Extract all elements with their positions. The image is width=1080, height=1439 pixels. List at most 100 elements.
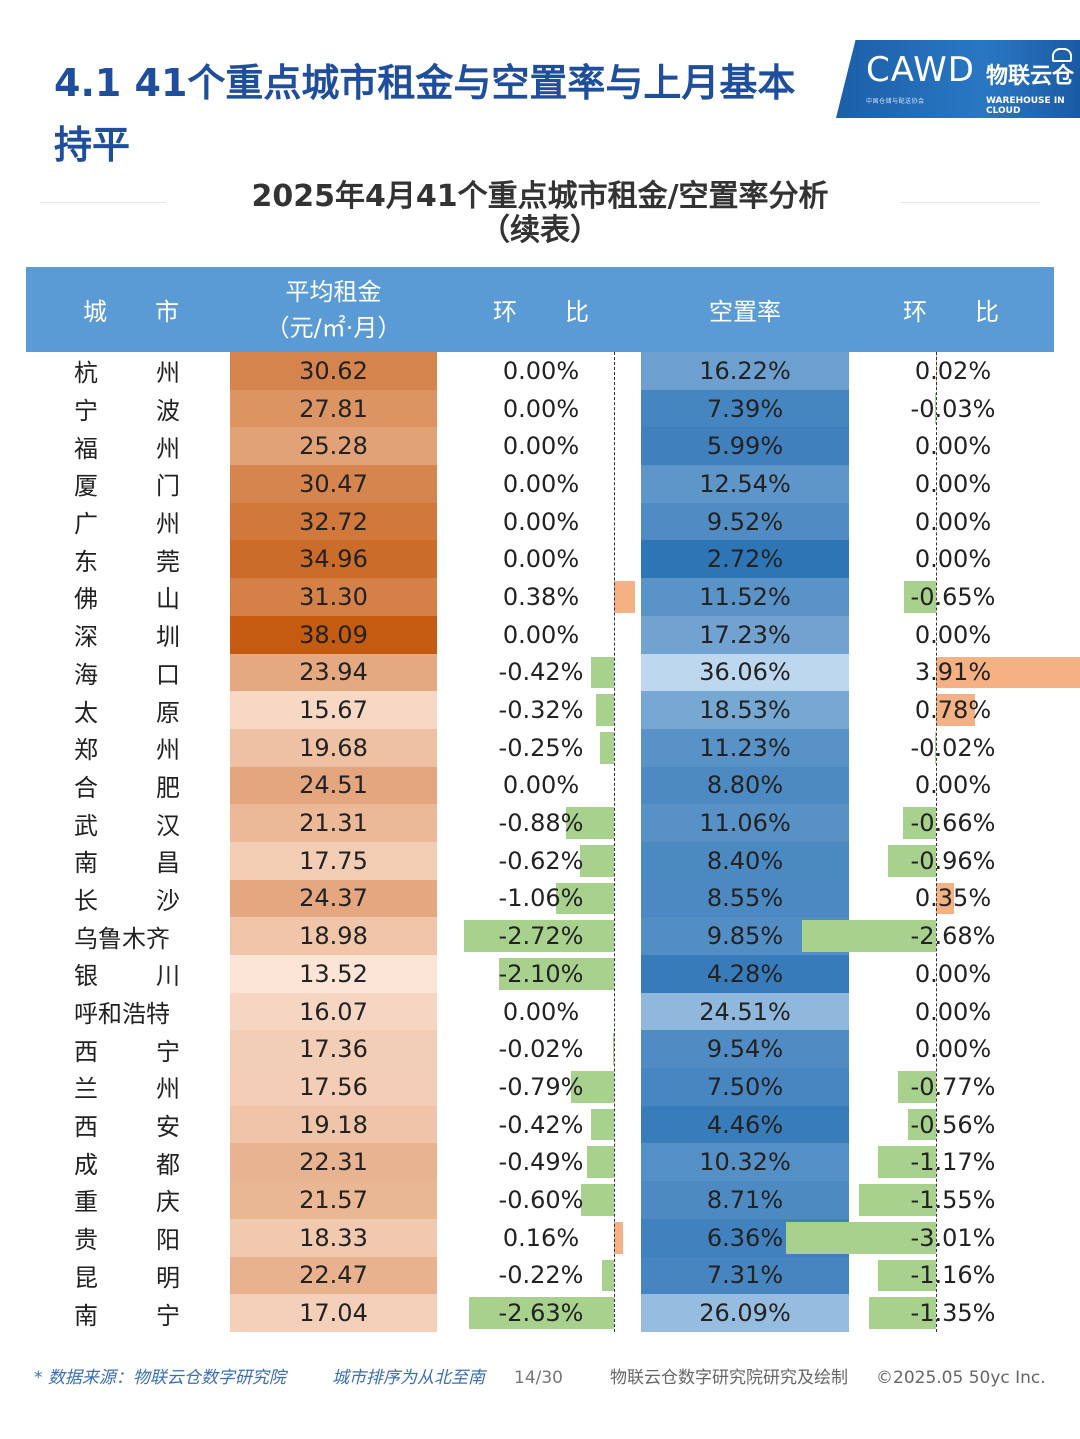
vacancy-mom-bar: [878, 1259, 936, 1292]
vacancy-mom-value: 0.00%: [914, 620, 992, 649]
footer-source: * 数据来源：物联云仓数字研究院: [34, 1368, 286, 1388]
city-name-part: 原: [156, 698, 180, 727]
vacancy-mom-value: 0.00%: [914, 997, 992, 1026]
rent-mom-value: -0.62%: [498, 846, 584, 875]
city-name-part: 南: [74, 1301, 98, 1330]
rent-value: 17.56: [230, 1068, 437, 1106]
vacancy-mom-bar: [934, 392, 936, 425]
city-name-part: 宁: [156, 1301, 180, 1330]
city-name: 贵阳: [74, 1219, 180, 1257]
city-name: 重庆: [74, 1181, 180, 1219]
city-name-part: 昌: [156, 849, 180, 878]
rent-mom-value: -0.42%: [498, 658, 584, 687]
city-name-part: 广: [74, 510, 98, 539]
table-header: 城 市 平均租金 （元/㎡·月） 环 比 空置率 环 比: [26, 267, 1054, 352]
vacancy-value: 8.71%: [641, 1181, 849, 1219]
rent-vacancy-table: 城 市 平均租金 （元/㎡·月） 环 比 空置率 环 比 杭州 30.62 0.00…: [26, 267, 1080, 1332]
city-name-part: 昆: [74, 1263, 98, 1292]
vacancy-value: 11.52%: [641, 578, 849, 616]
city-name: 福州: [74, 427, 180, 465]
city-name-part: 重: [74, 1188, 98, 1217]
rent-value: 24.51: [230, 766, 437, 805]
vacancy-mom-value: 0.02%: [914, 356, 992, 385]
city-name-part: 西: [74, 1037, 98, 1066]
rent-mom-value: 0.00%: [502, 507, 580, 536]
vacancy-mom-axis: [936, 352, 937, 1332]
city-name-part: 乌鲁木齐: [74, 924, 170, 953]
vacancy-mom-bar: [908, 1108, 936, 1141]
rent-mom-value: 0.00%: [502, 620, 580, 649]
vacancy-value: 8.40%: [641, 841, 849, 880]
table-row: 西安 19.18 -0.42% 4.46% -0.56%: [26, 1105, 1054, 1144]
table-row: 昆明 22.47 -0.22% 7.31% -1.16%: [26, 1256, 1054, 1295]
rent-value: 16.07: [230, 992, 437, 1031]
city-name-part: 莞: [156, 547, 180, 576]
rent-mom-value: -0.32%: [498, 696, 584, 725]
vacancy-mom-bar: [903, 807, 936, 839]
vacancy-mom-value: -3.01%: [910, 1223, 996, 1252]
rent-value: 22.47: [230, 1256, 437, 1295]
city-name-part: 都: [156, 1150, 180, 1179]
vacancy-mom-value: -1.35%: [910, 1299, 996, 1328]
cawd-logo-text: CAWD: [866, 50, 975, 90]
table-row: 海口 23.94 -0.42% 36.06% 3.91%: [26, 653, 1080, 692]
rent-mom-value: 0.38%: [502, 582, 580, 611]
vacancy-value: 4.46%: [641, 1105, 849, 1144]
vacancy-value: 26.09%: [641, 1294, 849, 1332]
rent-mom-bar: [498, 958, 614, 990]
rent-value: 23.94: [230, 653, 437, 692]
vacancy-mom-value: -0.96%: [910, 846, 996, 875]
city-name-part: 武: [74, 811, 98, 840]
city-name-part: 深: [74, 623, 98, 652]
rent-mom-bar: [579, 844, 614, 877]
rent-value: 38.09: [230, 615, 437, 654]
table-row: 太原 15.67 -0.32% 18.53% 0.78%: [26, 691, 1054, 729]
vacancy-value: 4.28%: [641, 955, 849, 993]
rent-value: 17.36: [230, 1030, 437, 1069]
rent-mom-value: -0.79%: [498, 1072, 584, 1101]
rent-mom-bar: [590, 656, 614, 689]
rent-mom-value: -0.49%: [498, 1148, 584, 1177]
city-name-part: 口: [156, 660, 180, 689]
vacancy-mom-value: -1.16%: [910, 1261, 996, 1290]
rent-mom-value: 0.00%: [502, 771, 580, 800]
rent-mom-value: 0.00%: [502, 356, 580, 385]
city-name: 西宁: [74, 1030, 180, 1068]
vacancy-mom-value: -2.68%: [910, 922, 996, 951]
rent-mom-bar: [596, 694, 614, 726]
vacancy-mom-bar: [935, 731, 936, 764]
vacancy-mom-bar: [936, 882, 954, 915]
vacancy-value: 7.31%: [641, 1256, 849, 1295]
vacancy-mom-value: 0.00%: [914, 771, 992, 800]
vacancy-mom-bar: [888, 844, 936, 877]
table-body: 杭州 30.62 0.00% 16.22% 0.02% 宁波 27.81 0.00% 7.39%…: [26, 352, 1080, 1332]
vacancy-value: 2.72%: [641, 540, 849, 579]
rent-mom-bar: [565, 807, 614, 839]
table-row: 厦门 30.47 0.00% 12.54% 0.00%: [26, 465, 1054, 503]
city-name-part: 汉: [156, 811, 180, 840]
brand-logo: CAWD 中国仓储与配送协会 物联云仓 WAREHOUSE IN CLOUD: [836, 40, 1080, 118]
city-name-part: 太: [74, 698, 98, 727]
city-name-part: 阳: [156, 1226, 180, 1255]
rent-value: 18.33: [230, 1218, 437, 1257]
table-row: 杭州 30.62 0.00% 16.22% 0.02%: [26, 352, 1054, 390]
rent-value: 13.52: [230, 955, 437, 993]
rent-mom-bar: [464, 920, 614, 952]
city-name: 银川: [74, 955, 180, 993]
vacancy-mom-bar: [802, 920, 936, 952]
city-name: 兰州: [74, 1068, 180, 1106]
city-name: 南宁: [74, 1294, 180, 1332]
city-name: 东莞: [74, 540, 180, 578]
footer-credit: 物联云仓数字研究院研究及绘制: [610, 1368, 848, 1388]
table-title: 2025年4月41个重点城市租金/空置率分析 （续表）: [200, 180, 880, 248]
rent-mom-value: -0.88%: [498, 809, 584, 838]
vacancy-value: 24.51%: [641, 992, 849, 1031]
table-row: 广州 32.72 0.00% 9.52% 0.00%: [26, 502, 1054, 541]
cloud-icon: [1052, 48, 1072, 62]
table-row: 佛山 31.30 0.38% 11.52% -0.65%: [26, 578, 1054, 616]
city-name-part: 宁: [74, 397, 98, 426]
vacancy-value: 5.99%: [641, 427, 849, 466]
city-name: 佛山: [74, 578, 180, 616]
city-name: 深圳: [74, 616, 180, 654]
vacancy-value: 36.06%: [641, 653, 849, 692]
